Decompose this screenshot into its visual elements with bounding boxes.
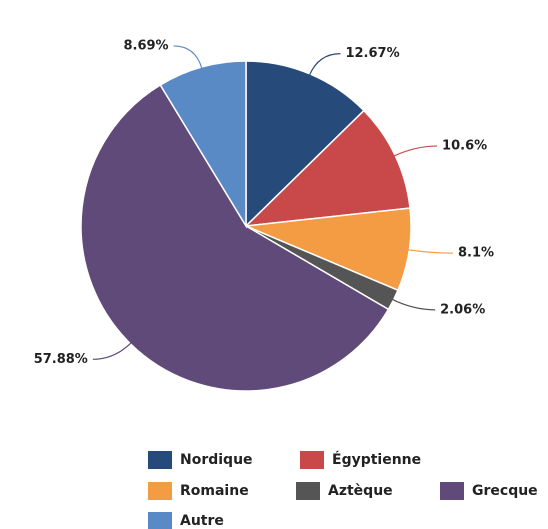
legend-swatch	[148, 512, 172, 529]
data-label: 12.67%	[345, 46, 399, 61]
data-label: 8.1%	[458, 246, 494, 261]
legend-swatch	[440, 482, 464, 500]
legend-label: Nordique	[180, 452, 253, 468]
legend-label: Romaine	[180, 483, 249, 499]
legend-label: Aztèque	[328, 483, 393, 499]
data-label: 2.06%	[440, 302, 485, 317]
leader-line	[92, 341, 133, 360]
leader-line	[173, 45, 203, 70]
leader-line	[391, 298, 436, 311]
data-label: 57.88%	[34, 352, 88, 367]
legend-swatch	[300, 451, 324, 469]
leader-line	[308, 53, 341, 76]
legend-swatch	[296, 482, 320, 500]
legend-swatch	[148, 482, 172, 500]
legend-swatch	[148, 451, 172, 469]
legend-label: Autre	[180, 513, 224, 529]
data-label: 10.6%	[442, 139, 487, 154]
legend-label: Grecque	[472, 483, 538, 499]
legend-label: Égyptienne	[332, 451, 421, 468]
leader-line	[407, 249, 454, 254]
leader-line	[393, 145, 438, 157]
data-label: 8.69%	[123, 38, 168, 53]
